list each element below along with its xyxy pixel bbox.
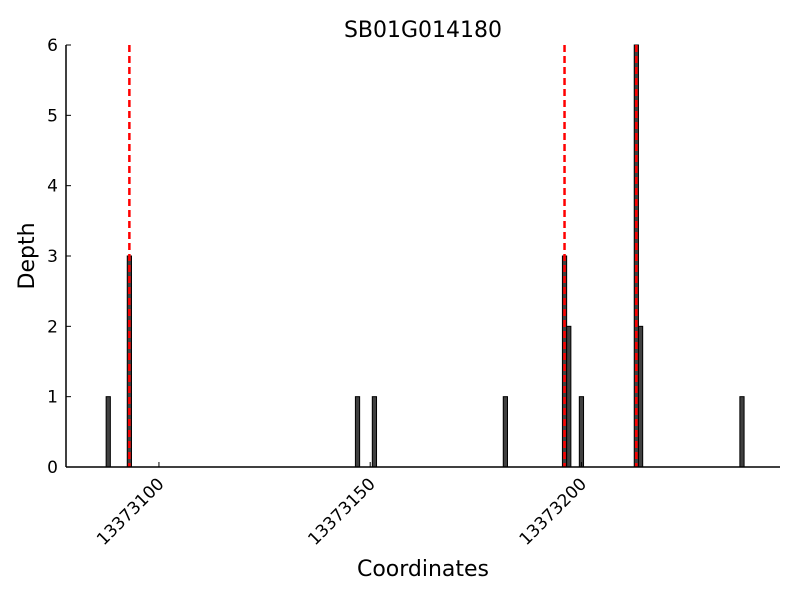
- x-tick-label: 13373100: [93, 474, 168, 549]
- chart-title: SB01G014180: [344, 18, 502, 43]
- y-tick-label: 2: [47, 317, 58, 337]
- y-tick-label: 1: [47, 388, 58, 408]
- x-tick-label: 13373200: [516, 474, 591, 549]
- y-tick-label: 5: [47, 106, 58, 126]
- bar: [371, 396, 378, 468]
- bar: [502, 396, 508, 468]
- bar: [105, 396, 111, 468]
- bar: [566, 325, 572, 468]
- y-tick-label: 3: [47, 247, 58, 267]
- bar: [739, 396, 745, 468]
- bar: [578, 396, 585, 468]
- x-axis-label: Coordinates: [357, 557, 489, 582]
- y-axis-label: Depth: [15, 222, 40, 289]
- y-tick-label: 6: [47, 36, 58, 56]
- bar: [637, 325, 644, 468]
- y-tick-label: 0: [47, 458, 58, 478]
- bar: [354, 396, 361, 468]
- y-tick-label: 4: [47, 177, 58, 197]
- x-tick-label: 13373150: [304, 474, 379, 549]
